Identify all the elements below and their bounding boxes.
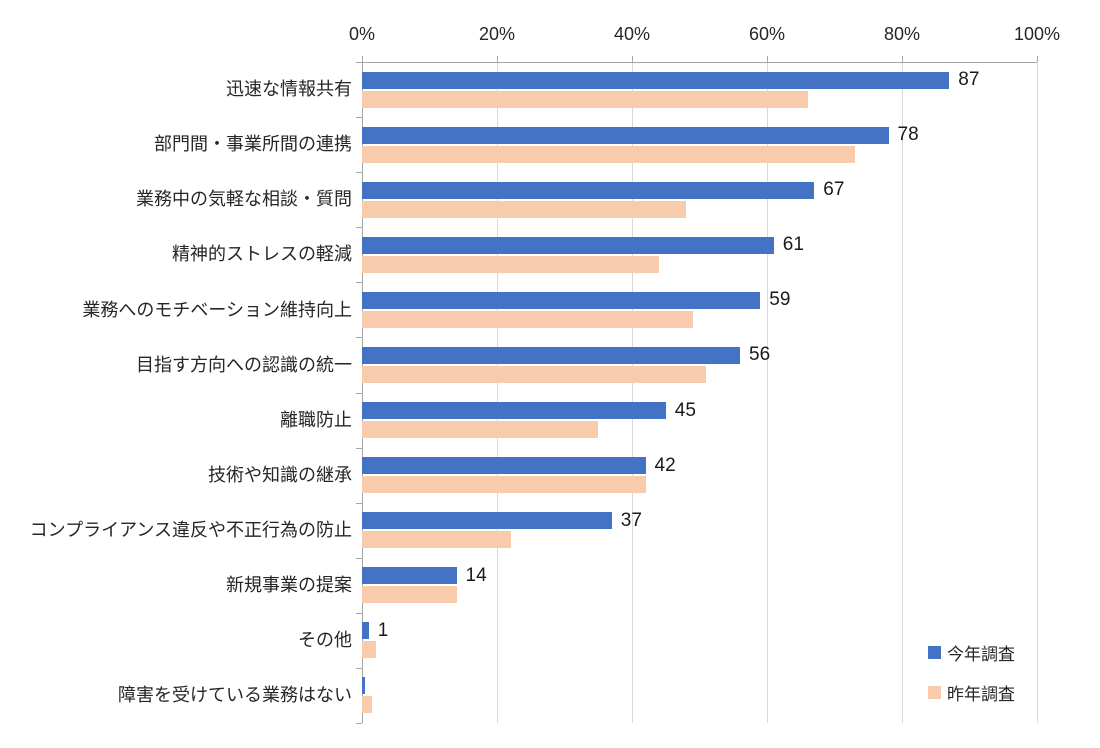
category-label: 業務中の気軽な相談・質問: [136, 189, 352, 210]
y-tickmark: [356, 227, 362, 229]
bar-current-year: [362, 457, 646, 475]
y-tickmark: [356, 392, 362, 394]
bar-last-year: [362, 310, 693, 328]
category-label: 障害を受けている業務はない: [118, 685, 352, 706]
x-tickmark: [632, 56, 633, 62]
x-tick-label: 40%: [613, 24, 651, 44]
bar-current-year: [362, 677, 366, 695]
legend-entry: 今年調査: [928, 640, 1015, 665]
y-tickmark: [356, 723, 362, 724]
y-tickmark: [356, 337, 362, 339]
bar-current-year: [362, 236, 774, 254]
bar-last-year: [362, 255, 659, 273]
bar-value-label: 59: [769, 289, 791, 311]
bar-last-year: [362, 145, 855, 163]
category-label: コンプライアンス違反や不正行為の防止: [29, 519, 352, 540]
legend-entry: 昨年調査: [928, 680, 1015, 705]
legend-label: 昨年調査: [947, 685, 1015, 704]
y-tickmark: [356, 62, 362, 63]
legend-swatch: [928, 686, 941, 699]
bar-last-year: [362, 365, 707, 383]
y-tickmark: [356, 502, 362, 504]
bar-current-year: [362, 402, 666, 420]
bar-current-year: [362, 512, 612, 530]
bar-value-label: 78: [897, 124, 919, 146]
bar-last-year: [362, 421, 599, 439]
x-tickmark: [1037, 56, 1038, 62]
y-tickmark: [356, 447, 362, 449]
y-tickmark: [356, 172, 362, 174]
bar-value-label: 56: [749, 344, 771, 366]
legend-label: 今年調査: [947, 645, 1015, 664]
gridline: [767, 62, 768, 723]
category-label: 部門間・事業所間の連携: [154, 134, 352, 155]
x-tick-label: 100%: [1013, 24, 1061, 44]
x-tickmark: [902, 56, 903, 62]
y-tickmark: [356, 557, 362, 559]
gridline: [497, 62, 498, 723]
bar-last-year: [362, 641, 376, 659]
gridline: [902, 62, 903, 723]
category-label: 迅速な情報共有: [226, 79, 352, 100]
bar-current-year: [362, 291, 761, 309]
bar-value-label: 42: [654, 454, 676, 476]
x-axis-line: [362, 62, 1037, 63]
bar-current-year: [362, 126, 889, 144]
x-tick-label: 0%: [348, 24, 376, 44]
y-tickmark: [356, 667, 362, 669]
bar-last-year: [362, 200, 686, 218]
category-label: 業務へのモチベーション維持向上: [82, 299, 352, 320]
y-tickmark: [356, 282, 362, 284]
bar-current-year: [362, 346, 740, 364]
x-tickmark: [497, 56, 498, 62]
category-label: 精神的ストレスの軽減: [172, 244, 352, 265]
bar-value-label: 1: [377, 619, 389, 641]
x-tickmark: [362, 56, 363, 62]
bar-last-year: [362, 90, 808, 108]
bar-current-year: [362, 181, 815, 199]
bar-value-label: 61: [782, 234, 804, 256]
bar-last-year: [362, 586, 457, 604]
bar-last-year: [362, 696, 373, 714]
y-tickmark: [356, 117, 362, 119]
gridline: [632, 62, 633, 723]
bar-value-label: 45: [674, 399, 696, 421]
legend-swatch: [928, 646, 941, 659]
gridline: [1037, 62, 1038, 723]
category-label: 離職防止: [280, 409, 352, 430]
x-tickmark: [767, 56, 768, 62]
y-tickmark: [356, 612, 362, 614]
y-axis-line: [362, 62, 363, 723]
bar-value-label: 37: [620, 509, 642, 531]
category-label: その他: [298, 630, 352, 651]
bar-current-year: [362, 567, 457, 585]
category-label: 技術や知識の継承: [208, 464, 352, 485]
x-tick-label: 60%: [748, 24, 786, 44]
category-label: 新規事業の提案: [226, 574, 352, 595]
bar-value-label: 67: [823, 179, 845, 201]
x-tick-label: 20%: [478, 24, 516, 44]
bar-last-year: [362, 476, 646, 494]
bar-current-year: [362, 71, 950, 89]
x-tick-label: 80%: [883, 24, 921, 44]
bar-last-year: [362, 531, 511, 549]
bar-value-label: 14: [465, 564, 487, 586]
bar-current-year: [362, 622, 369, 640]
category-label: 目指す方向への認識の統一: [136, 354, 352, 375]
bar-value-label: 87: [958, 69, 980, 91]
